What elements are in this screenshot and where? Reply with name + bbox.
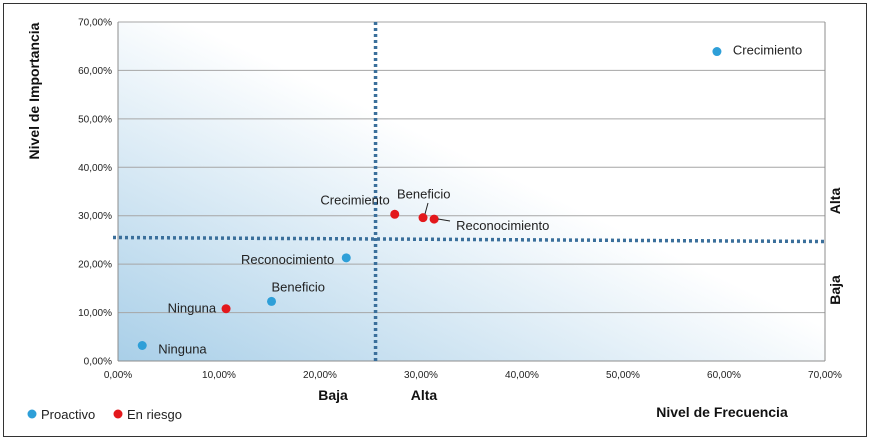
point-proactivo bbox=[712, 47, 722, 57]
x-tick-label: 10,00% bbox=[202, 370, 236, 381]
legend-label-en-riesgo: En riesgo bbox=[127, 407, 182, 422]
point-label: Reconocimiento bbox=[456, 218, 549, 233]
plot-background bbox=[118, 22, 825, 361]
point-label: Ninguna bbox=[158, 342, 207, 357]
leader-line-reconocimiento bbox=[437, 218, 451, 222]
y-tick-label: 10,00% bbox=[78, 308, 112, 319]
legend-label-proactivo: Proactivo bbox=[41, 407, 95, 422]
x-tick-label: 70,00% bbox=[808, 370, 842, 381]
point-proactivo bbox=[267, 296, 277, 306]
point-label: Crecimiento bbox=[320, 192, 389, 207]
divider-horizontal bbox=[112, 235, 826, 244]
x-region-alta: Alta bbox=[411, 387, 438, 403]
label-leaders bbox=[424, 202, 451, 222]
legend-marker-proactivo bbox=[27, 409, 37, 419]
point-label: Ninguna bbox=[168, 301, 217, 316]
x-tick-label: 0,00% bbox=[104, 370, 132, 381]
point-en-riesgo bbox=[221, 304, 231, 314]
point-en-riesgo bbox=[390, 209, 400, 219]
y-tick-label: 70,00% bbox=[78, 18, 112, 29]
point-en-riesgo bbox=[429, 214, 439, 224]
point-label: Beneficio bbox=[272, 279, 325, 294]
point-label: Beneficio bbox=[397, 187, 450, 202]
x-tick-label: 60,00% bbox=[707, 370, 741, 381]
y-tick-label: 50,00% bbox=[78, 114, 112, 125]
point-label: Crecimiento bbox=[733, 43, 802, 58]
point-labels: Crecimiento Reconocimiento Beneficio Ningun… bbox=[158, 43, 802, 357]
data-points bbox=[137, 47, 722, 351]
x-axis-title: Nivel de Frecuencia bbox=[656, 404, 788, 420]
y-tick-label: 60,00% bbox=[78, 66, 112, 77]
y-tick-label: 40,00% bbox=[78, 163, 112, 174]
point-label: Reconocimiento bbox=[241, 252, 334, 267]
y-tick-label: 30,00% bbox=[78, 211, 112, 222]
x-tick-label: 30,00% bbox=[404, 370, 438, 381]
y-region-baja: Baja bbox=[827, 275, 843, 305]
x-region-baja: Baja bbox=[318, 387, 348, 403]
x-tick-label: 40,00% bbox=[505, 370, 539, 381]
y-tick-label: 20,00% bbox=[78, 260, 112, 271]
gridlines bbox=[117, 21, 826, 362]
point-en-riesgo bbox=[418, 213, 428, 223]
y-region-alta: Alta bbox=[827, 188, 843, 215]
x-tick-label: 50,00% bbox=[606, 370, 640, 381]
y-axis-title: Nivel de Importancia bbox=[26, 22, 42, 159]
x-tick-label: 20,00% bbox=[303, 370, 337, 381]
legend-marker-en-riesgo bbox=[113, 409, 123, 419]
point-proactivo bbox=[137, 341, 147, 351]
legend: Proactivo En riesgo bbox=[27, 407, 182, 422]
point-proactivo bbox=[341, 253, 351, 263]
quadrant-dividers bbox=[112, 22, 826, 361]
y-tick-label: 0,00% bbox=[84, 357, 112, 368]
x-tick-labels: 0,00% 10,00% 20,00% 30,00% 40,00% 50,00% 60,00… bbox=[104, 370, 842, 381]
y-tick-labels: 0,00% 10,00% 20,00% 30,00% 40,00% 50,00% 60,00… bbox=[78, 18, 112, 368]
leader-line-beneficio bbox=[424, 202, 429, 215]
